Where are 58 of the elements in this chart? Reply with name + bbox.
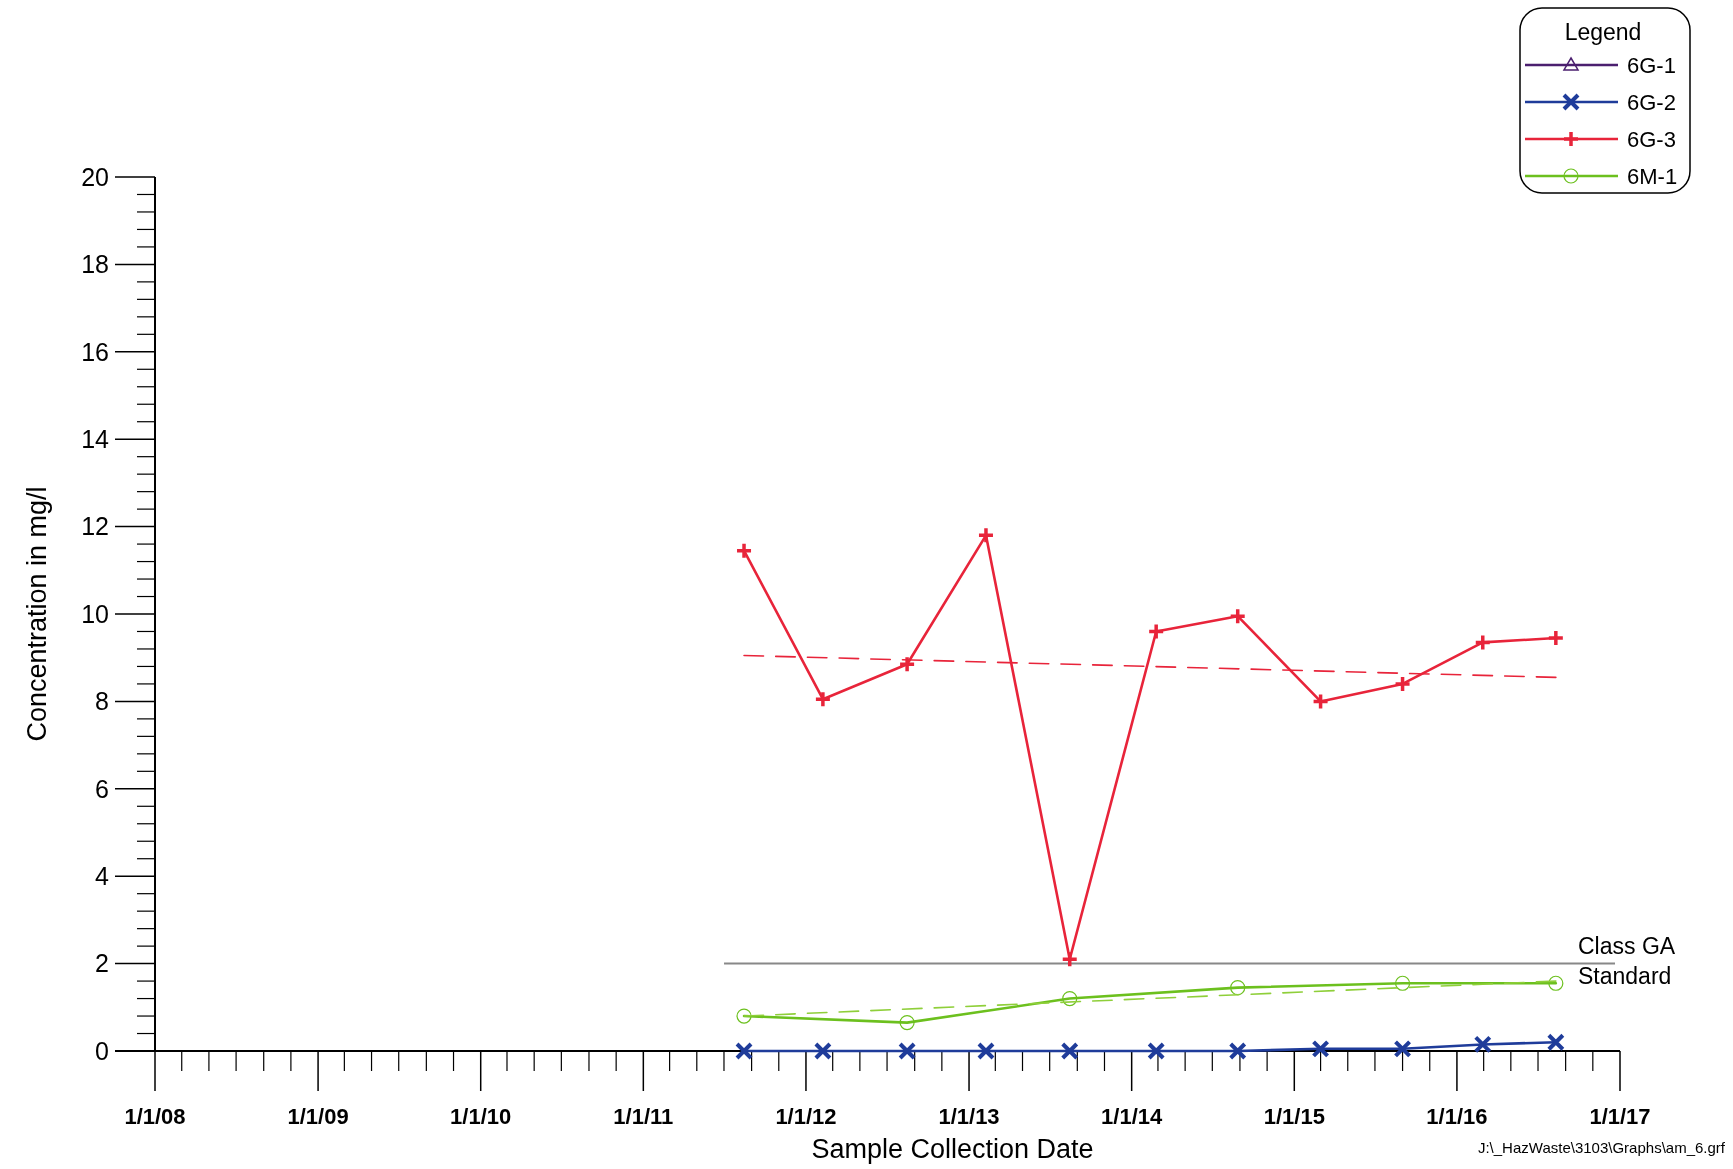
point bbox=[1548, 975, 1564, 991]
x-tick-label: 1/1/15 bbox=[1263, 1104, 1325, 1129]
point bbox=[1546, 1033, 1565, 1052]
x-tick-label: 1/1/09 bbox=[287, 1104, 349, 1129]
x-tick-label: 1/1/14 bbox=[1101, 1104, 1164, 1129]
y-axis-title: Concentration in mg/l bbox=[22, 486, 52, 742]
point bbox=[1547, 629, 1565, 647]
point bbox=[976, 1042, 995, 1060]
point bbox=[1393, 1039, 1412, 1058]
point bbox=[735, 541, 753, 560]
text: J:\_HazWaste\3103\Graphs\am_6.grf bbox=[1477, 1139, 1726, 1156]
point bbox=[1474, 633, 1492, 652]
legend-label: 6G-3 bbox=[1627, 126, 1676, 152]
point bbox=[1393, 675, 1412, 693]
y-tick-label: 20 bbox=[81, 162, 109, 191]
y-tick-label: 12 bbox=[81, 512, 109, 541]
y-tick-label: 8 bbox=[95, 687, 109, 716]
x-tick-label: 1/1/17 bbox=[1589, 1104, 1651, 1129]
x-tick-label: 1/1/16 bbox=[1426, 1104, 1488, 1129]
point bbox=[1060, 950, 1079, 968]
y-tick-label: 16 bbox=[81, 337, 109, 366]
y-tick-label: 6 bbox=[95, 774, 109, 803]
point bbox=[814, 690, 832, 708]
y-tick-label: 10 bbox=[81, 599, 109, 628]
point bbox=[899, 1014, 915, 1031]
x-tick-label: 1/1/12 bbox=[775, 1104, 837, 1129]
point bbox=[1147, 1042, 1166, 1060]
y-tick-label: 18 bbox=[81, 250, 109, 279]
x-tick-label: 1/1/11 bbox=[613, 1104, 674, 1129]
point bbox=[898, 1042, 917, 1060]
x-axis-title: Sample Collection Date bbox=[811, 1134, 1094, 1164]
point bbox=[1062, 990, 1078, 1007]
point bbox=[1311, 1039, 1330, 1058]
point bbox=[1473, 1035, 1492, 1054]
point bbox=[1060, 1042, 1079, 1060]
point bbox=[898, 655, 916, 674]
point bbox=[1230, 980, 1246, 996]
y-tick-label: 2 bbox=[95, 949, 109, 978]
point bbox=[1147, 622, 1165, 641]
x-tick-label: 1/1/10 bbox=[450, 1104, 512, 1129]
point bbox=[1394, 975, 1411, 991]
point bbox=[1228, 1042, 1247, 1060]
point bbox=[1311, 692, 1330, 711]
y-tick-label: 0 bbox=[95, 1036, 109, 1065]
legend-label: 6M-1 bbox=[1627, 163, 1678, 189]
legend-title: Legend bbox=[1564, 19, 1642, 45]
ref-line-label: Class GA Standard bbox=[1578, 932, 1676, 989]
y-tick-label: 4 bbox=[95, 861, 110, 890]
point bbox=[736, 1008, 752, 1024]
x-tick-label: 1/1/13 bbox=[938, 1104, 1000, 1129]
point bbox=[813, 1042, 832, 1060]
x-tick-label: 1/1/08 bbox=[124, 1104, 186, 1129]
point bbox=[1228, 607, 1247, 625]
legend-label: 6G-1 bbox=[1627, 52, 1676, 78]
legend-label: 6G-2 bbox=[1627, 89, 1676, 115]
point bbox=[977, 526, 995, 545]
point bbox=[735, 1042, 754, 1060]
y-tick-label: 14 bbox=[81, 424, 110, 453]
